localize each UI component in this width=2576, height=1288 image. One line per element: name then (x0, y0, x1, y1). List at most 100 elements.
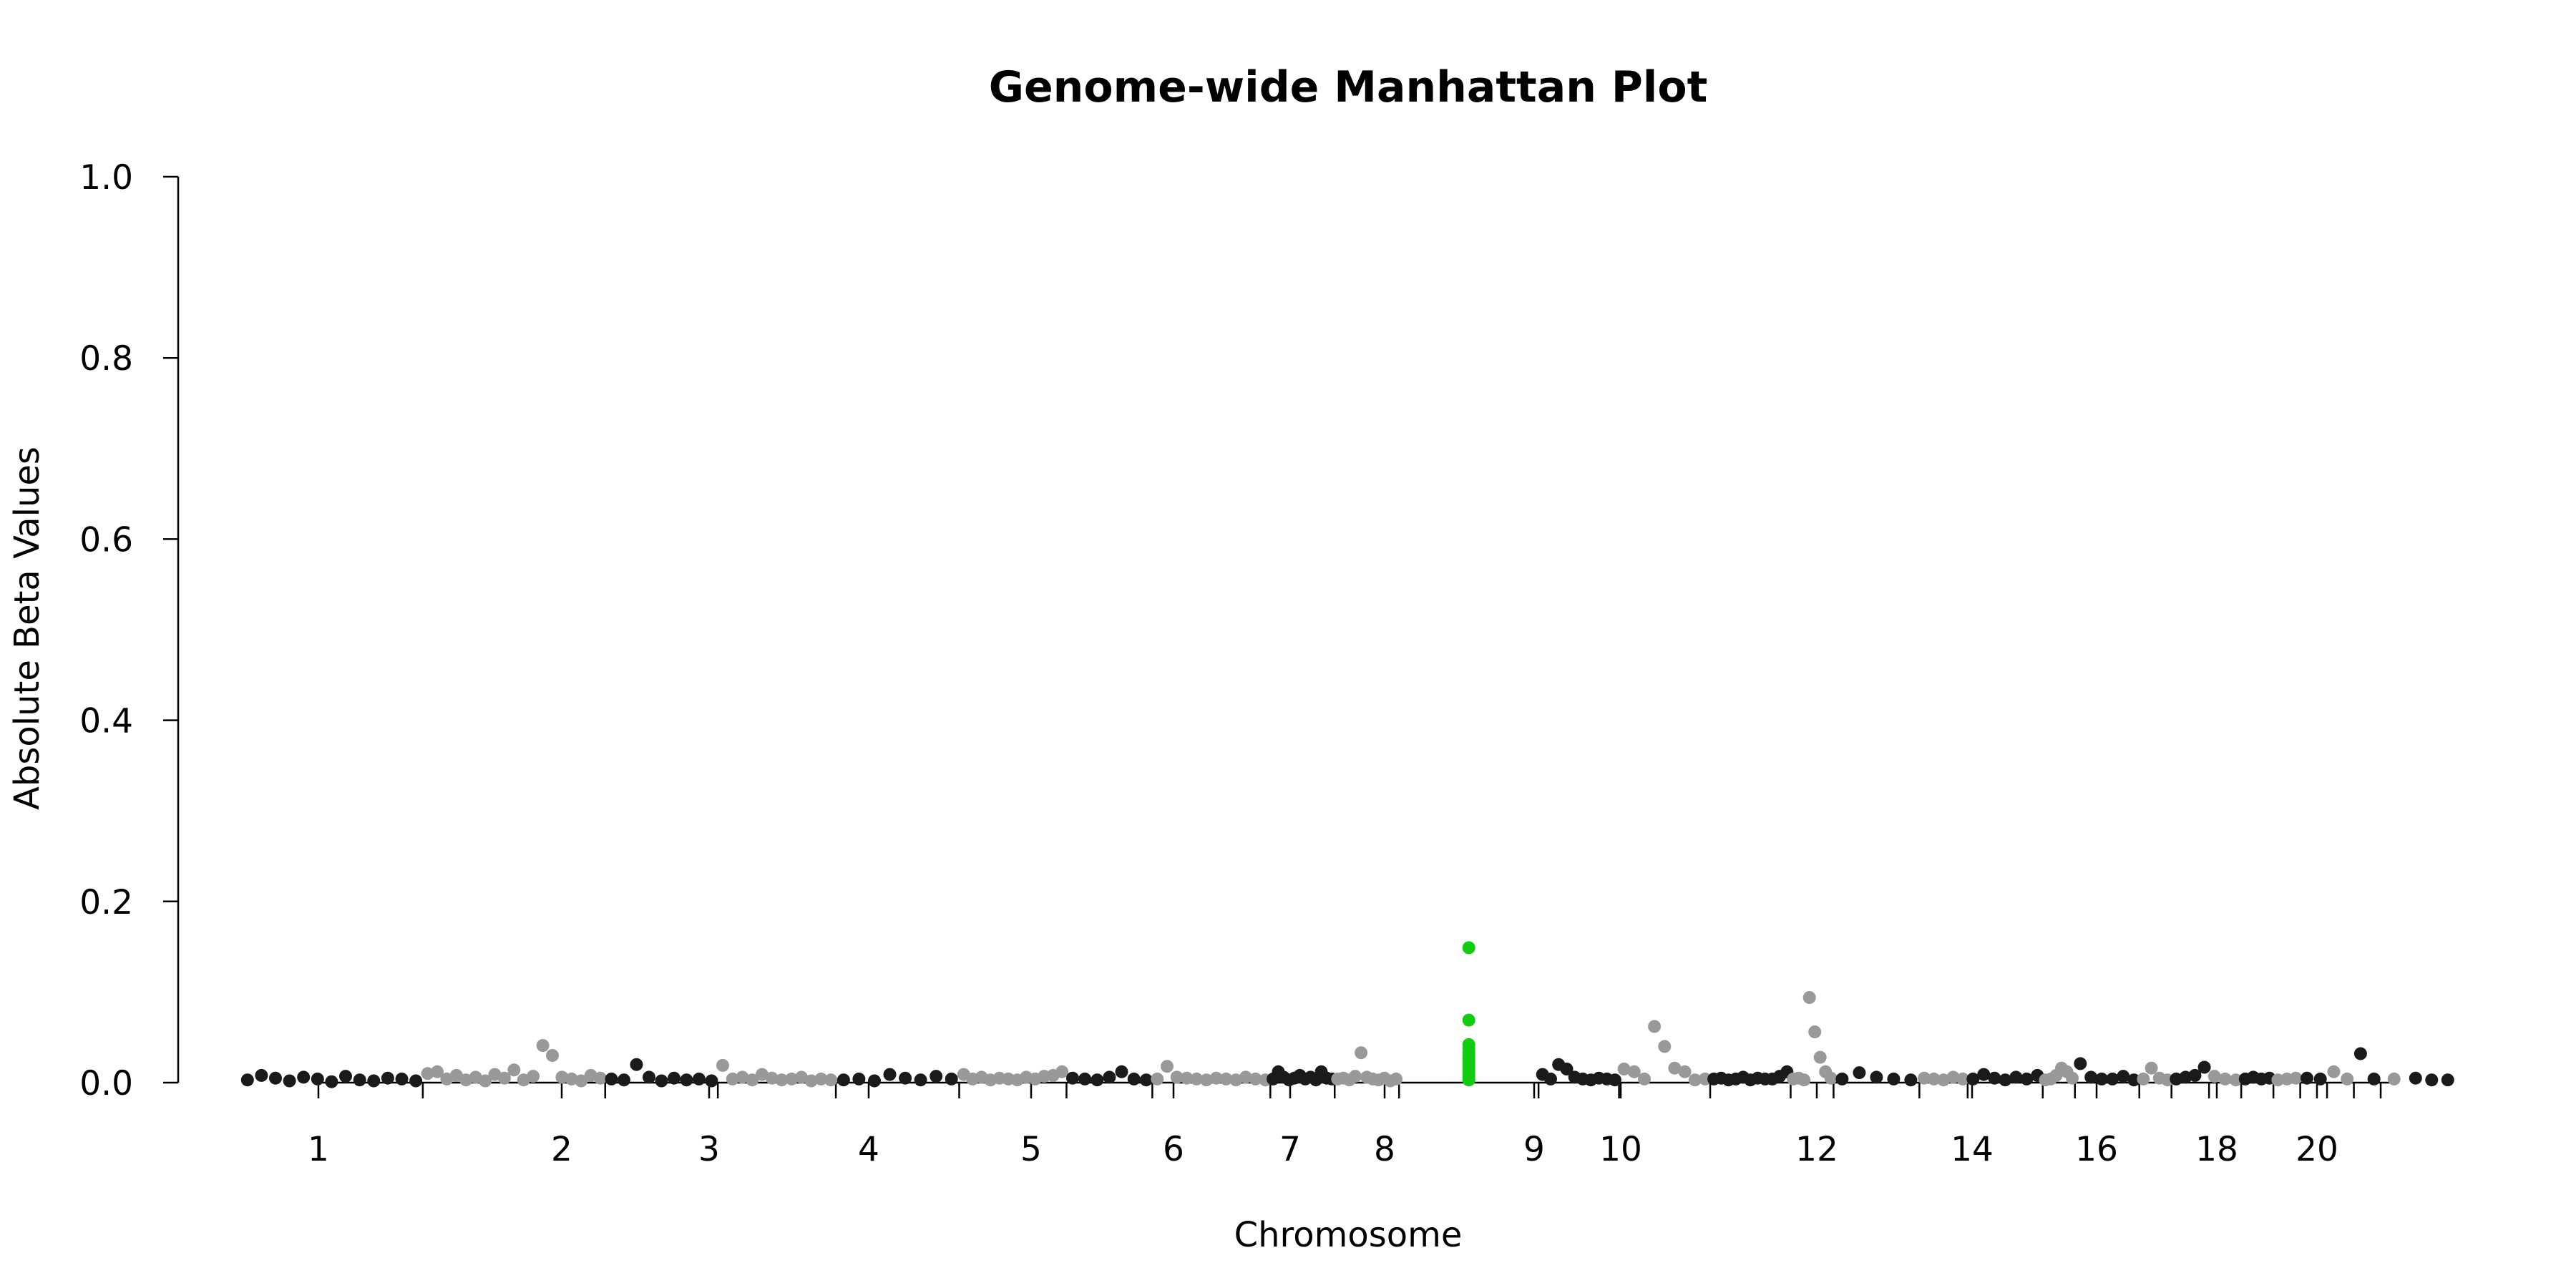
data-point (804, 1074, 818, 1088)
data-point (1170, 1070, 1184, 1084)
data-point (883, 1068, 897, 1081)
data-point (367, 1074, 381, 1088)
data-point (1190, 1072, 1204, 1085)
x-tick-label: 1 (308, 1130, 329, 1169)
data-point (1678, 1065, 1692, 1078)
data-point (1937, 1073, 1951, 1087)
data-point (325, 1075, 338, 1088)
data-point (868, 1074, 881, 1088)
y-tick-label: 0.8 (79, 339, 133, 379)
data-point (1918, 1071, 1931, 1085)
data-point (836, 1073, 850, 1087)
data-point (2106, 1072, 2119, 1085)
data-point (1544, 1072, 1557, 1085)
data-point (1462, 941, 1475, 955)
x-tick-label: 18 (2195, 1130, 2238, 1169)
x-tick-label: 12 (1795, 1130, 1838, 1169)
data-point (1813, 1050, 1827, 1064)
data-point (1249, 1072, 1262, 1085)
data-point (2188, 1068, 2202, 1082)
data-point (2387, 1072, 2401, 1085)
x-tick-label: 6 (1163, 1130, 1184, 1169)
data-point (2289, 1071, 2303, 1085)
data-point (1229, 1073, 1243, 1087)
data-point (746, 1073, 759, 1087)
data-point (449, 1068, 463, 1082)
data-point (705, 1074, 718, 1088)
data-point (605, 1072, 618, 1085)
data-point (2117, 1070, 2130, 1083)
data-point (1209, 1071, 1223, 1085)
data-point (1055, 1065, 1069, 1078)
data-point (1797, 1073, 1811, 1087)
x-tick-label: 20 (2296, 1130, 2338, 1169)
data-point (945, 1072, 958, 1085)
data-points (240, 941, 2454, 1088)
data-point (353, 1073, 366, 1087)
x-tick-label: 8 (1374, 1130, 1395, 1169)
data-point (1802, 991, 1816, 1004)
data-point (1688, 1073, 1702, 1087)
data-point (726, 1072, 739, 1085)
data-point (2009, 1070, 2023, 1084)
x-tick-label: 3 (698, 1130, 720, 1169)
data-point (507, 1063, 521, 1077)
data-point (930, 1070, 943, 1083)
data-point (431, 1065, 444, 1078)
data-point (2341, 1072, 2354, 1085)
data-point (536, 1039, 550, 1053)
data-point (565, 1072, 578, 1085)
data-point (2095, 1072, 2109, 1085)
data-point (630, 1058, 643, 1071)
data-point (1808, 1025, 1822, 1039)
data-point (1853, 1066, 1866, 1080)
data-point (692, 1072, 706, 1085)
x-tick-label: 7 (1279, 1130, 1301, 1169)
data-point (421, 1067, 434, 1080)
data-point (1648, 1020, 1662, 1033)
y-tick-label: 0.0 (79, 1064, 133, 1103)
data-point (2066, 1071, 2079, 1085)
data-point (297, 1070, 311, 1084)
data-point (1151, 1072, 1164, 1085)
data-point (2207, 1070, 2221, 1083)
data-point (2301, 1071, 2313, 1085)
data-point (546, 1049, 559, 1062)
y-tick-label: 0.2 (79, 883, 133, 922)
data-point (655, 1074, 668, 1088)
data-point (2425, 1073, 2439, 1087)
data-point (775, 1073, 789, 1087)
data-point (2020, 1072, 2034, 1085)
data-point (1627, 1065, 1641, 1078)
data-point (795, 1070, 808, 1084)
data-point (1161, 1060, 1174, 1073)
data-point (2353, 1047, 2367, 1060)
data-point (814, 1072, 828, 1085)
data-point (2074, 1057, 2087, 1070)
data-point (1560, 1063, 1574, 1075)
x-tick-label: 14 (1951, 1130, 1994, 1169)
data-point (736, 1070, 749, 1084)
data-point (2409, 1071, 2422, 1085)
y-tick-label: 0.6 (79, 520, 133, 560)
data-point (555, 1070, 569, 1084)
data-point (409, 1074, 423, 1088)
chart-title: Genome-wide Manhattan Plot (989, 62, 1708, 112)
x-axis-label: Chromosome (1234, 1215, 1463, 1255)
x-tick-label: 9 (1523, 1130, 1545, 1169)
x-tick-label: 5 (1020, 1130, 1042, 1169)
data-point (1355, 1046, 1368, 1060)
data-point (527, 1070, 540, 1083)
data-point (479, 1074, 492, 1088)
data-point (1977, 1068, 1991, 1081)
data-point (1180, 1071, 1194, 1085)
data-point (1638, 1072, 1651, 1085)
data-point (1139, 1073, 1153, 1087)
y-axis-label: Absolute Beta Values (7, 447, 47, 810)
data-point (1835, 1072, 1849, 1085)
data-point (1617, 1063, 1631, 1075)
data-point (824, 1073, 838, 1087)
data-point (2127, 1073, 2141, 1087)
data-point (1462, 1013, 1475, 1027)
